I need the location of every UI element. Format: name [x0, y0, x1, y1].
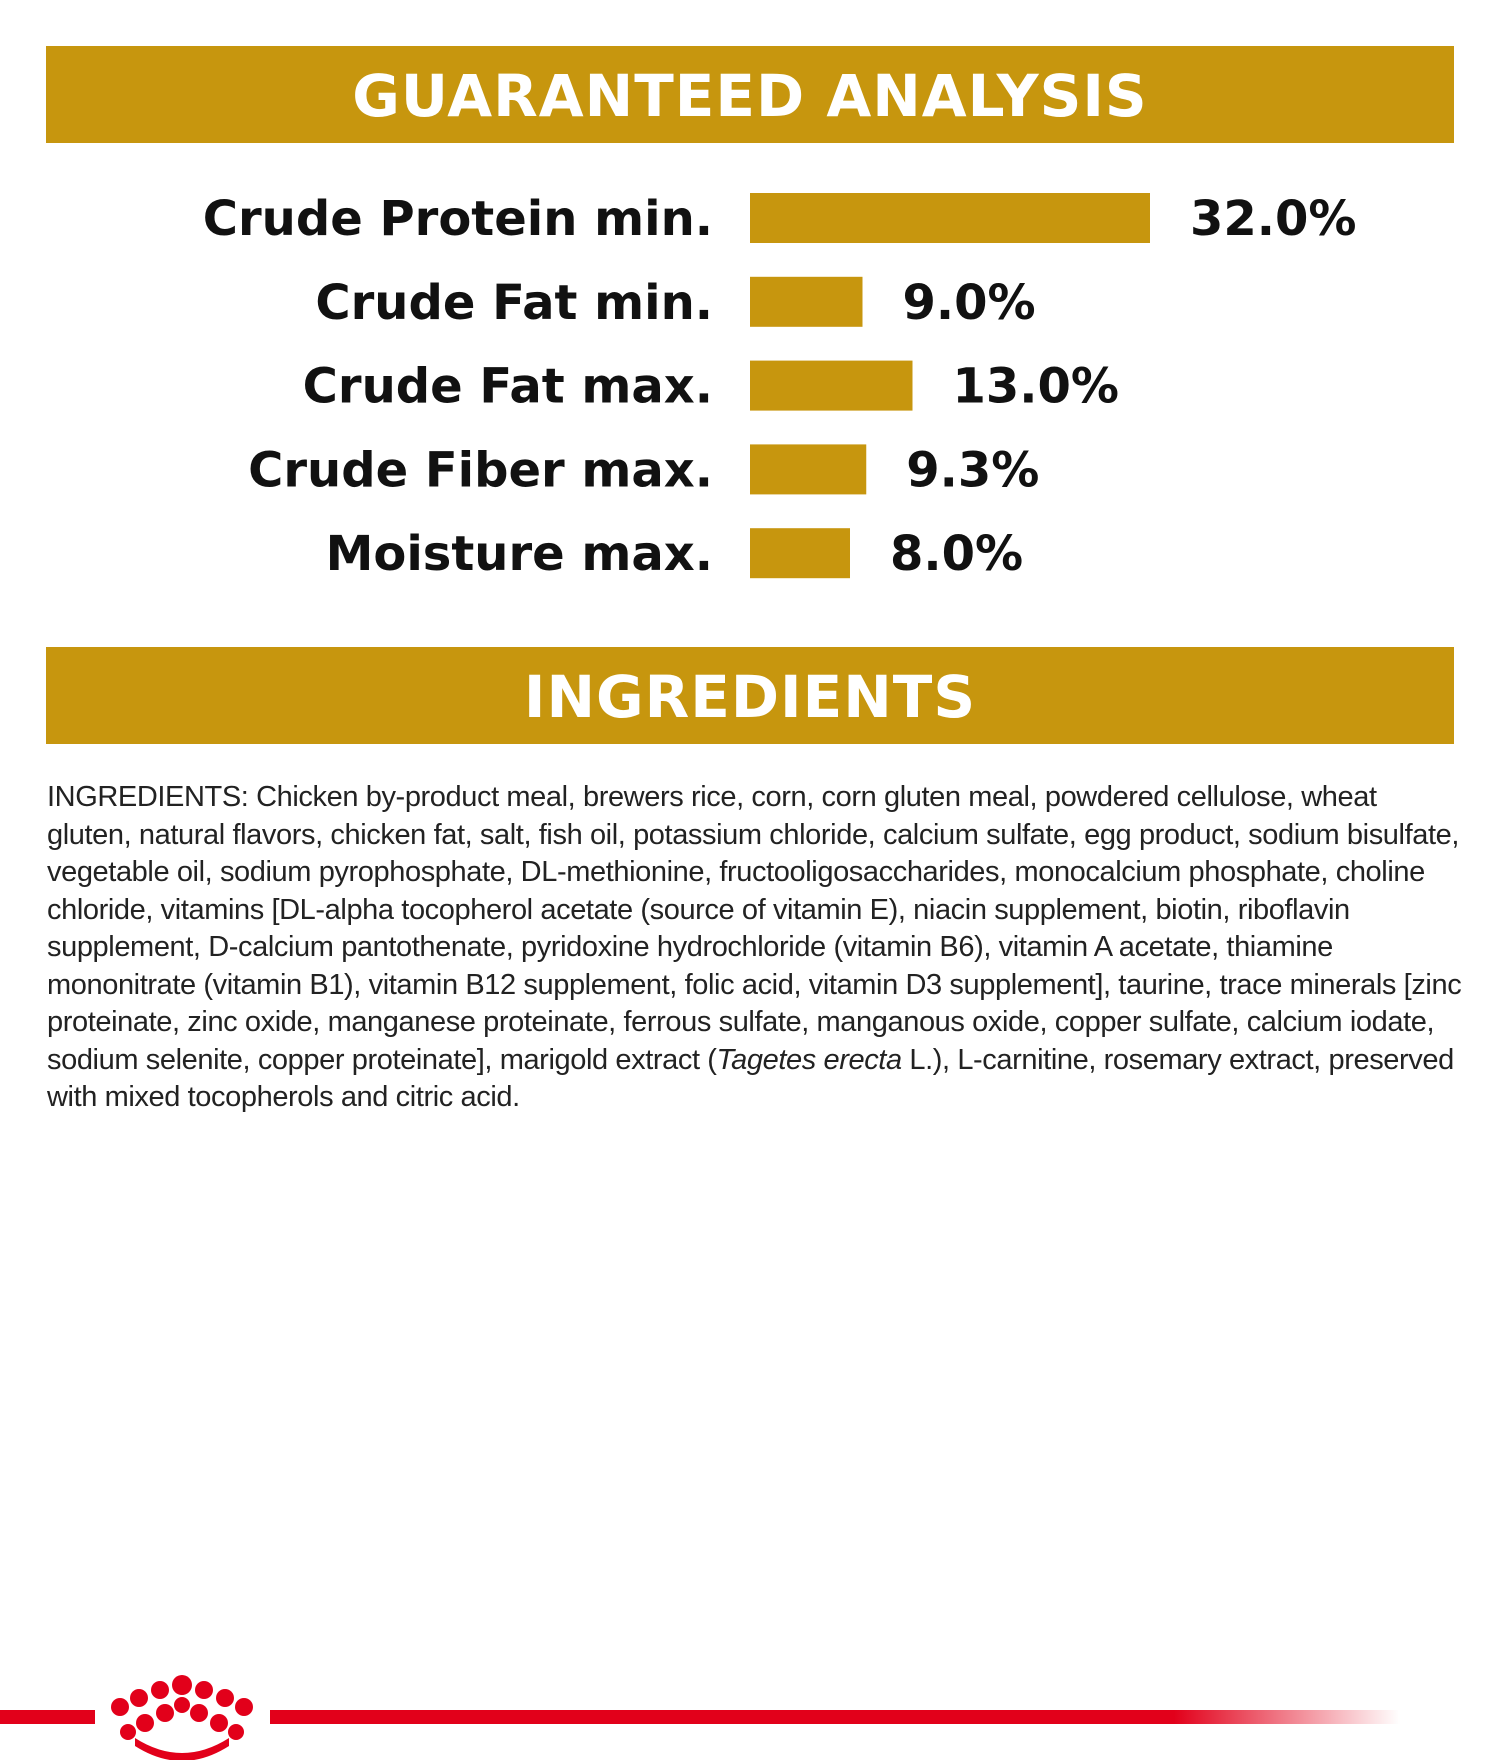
text: L.), L-carnitine, rosemary extract, pres… [47, 1043, 1454, 1114]
value-label: 9.3% [906, 442, 1039, 498]
section-heading: INGREDIENTS [46, 647, 1454, 744]
brand-footer [0, 1675, 1400, 1760]
value-label: 32.0% [1190, 191, 1357, 247]
chart: Crude Protein min. 32.0% Crude Fat min. 9.0… [203, 191, 1357, 582]
brand-line [270, 1710, 1400, 1724]
value-label: 8.0% [890, 526, 1023, 582]
bar [750, 360, 913, 411]
text: INGREDIENTS: Chicken by-product meal, br… [47, 781, 1462, 1076]
value-label: 13.0% [953, 359, 1120, 415]
logo [111, 1675, 253, 1760]
bar [750, 444, 867, 495]
brand-line [0, 1710, 95, 1724]
page: {"chart_data": {"type": "bar", "orientat… [0, 46, 1467, 1760]
value-label: 9.0% [903, 275, 1036, 331]
category-label: Crude Fat min. [315, 275, 713, 331]
category-label: Crude Fat max. [303, 359, 713, 415]
category-label: Moisture max. [326, 526, 713, 582]
text: Tagetes erecta [716, 1043, 903, 1076]
chart-title: GUARANTEED ANALYSIS [46, 46, 1454, 143]
bar [750, 193, 1150, 243]
bar [750, 528, 850, 579]
ingredients-text: INGREDIENTS: Chicken by-product meal, br… [47, 779, 1467, 1117]
category-label: Crude Protein min. [203, 191, 713, 247]
category-label: Crude Fiber max. [248, 442, 713, 498]
bar [750, 276, 863, 327]
